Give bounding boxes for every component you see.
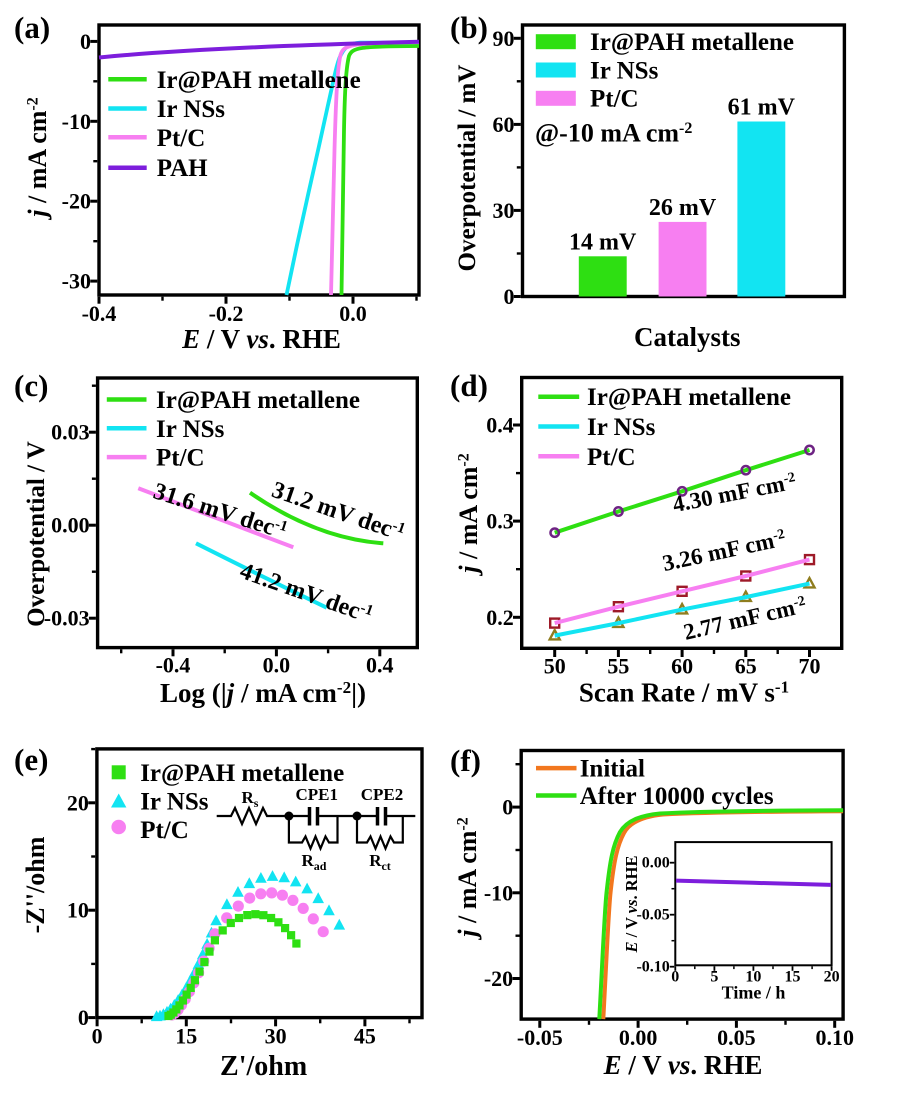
svg-text:0.00: 0.00 [51, 513, 90, 538]
svg-text:0.2: 0.2 [486, 605, 514, 630]
svg-text:0.4: 0.4 [486, 413, 514, 438]
svg-text:Initial: Initial [580, 756, 645, 783]
svg-text:Pt/C: Pt/C [140, 817, 189, 844]
svg-text:-0.4: -0.4 [156, 653, 191, 678]
svg-text:10: 10 [745, 969, 761, 986]
svg-text:-Z''/ohm: -Z''/ohm [21, 836, 50, 933]
svg-text:15: 15 [175, 1024, 197, 1049]
svg-text:E / V vs. RHE: E / V vs. RHE [622, 855, 641, 953]
svg-text:70: 70 [799, 653, 821, 678]
svg-text:-20: -20 [484, 966, 513, 991]
svg-text:61 mV: 61 mV [728, 95, 796, 121]
svg-text:0.03: 0.03 [51, 420, 90, 445]
svg-text:(e): (e) [14, 742, 48, 777]
svg-text:Z'/ohm: Z'/ohm [220, 1051, 307, 1082]
svg-text:j / mA cm-2: j / mA cm-2 [454, 453, 483, 576]
svg-text:0: 0 [502, 795, 513, 820]
svg-text:E / V vs. RHE: E / V vs. RHE [603, 1050, 763, 1080]
svg-text:Ir@PAH metallene: Ir@PAH metallene [587, 384, 791, 411]
svg-text:10: 10 [67, 898, 89, 923]
svg-text:-10: -10 [62, 109, 91, 134]
svg-text:0.00: 0.00 [642, 855, 670, 872]
svg-text:-0.05: -0.05 [517, 1025, 563, 1050]
svg-text:CPE1: CPE1 [295, 785, 338, 804]
svg-text:Log (|j / mA cm-2|): Log (|j / mA cm-2|) [160, 678, 366, 708]
svg-text:55: 55 [607, 653, 629, 678]
svg-text:Overpotential / mV: Overpotential / mV [454, 65, 481, 272]
svg-text:(b): (b) [450, 10, 488, 45]
svg-text:0.0: 0.0 [339, 301, 367, 326]
svg-text:30: 30 [493, 198, 515, 223]
svg-text:26 mV: 26 mV [649, 195, 717, 221]
svg-text:j / mA cm-2: j / mA cm-2 [23, 97, 52, 220]
svg-text:5: 5 [710, 969, 718, 986]
svg-text:Pt/C: Pt/C [156, 445, 205, 472]
svg-text:60: 60 [493, 112, 515, 137]
svg-text:Ir NSs: Ir NSs [156, 416, 225, 443]
svg-text:After 10000 cycles: After 10000 cycles [580, 783, 774, 810]
svg-text:-20: -20 [62, 189, 91, 214]
svg-text:(a): (a) [14, 10, 50, 45]
svg-text:0.00: 0.00 [619, 1025, 658, 1050]
svg-text:30: 30 [265, 1024, 287, 1049]
svg-text:Ir@PAH metallene: Ir@PAH metallene [156, 387, 360, 414]
svg-text:0.0: 0.0 [263, 653, 291, 678]
svg-text:Catalysts: Catalysts [634, 322, 741, 352]
svg-text:Pt/C: Pt/C [157, 125, 206, 152]
svg-text:-0.4: -0.4 [82, 301, 117, 326]
svg-text:15: 15 [785, 969, 801, 986]
svg-text:0: 0 [80, 29, 91, 54]
svg-text:Ir@PAH metallene: Ir@PAH metallene [590, 29, 794, 56]
svg-text:Ir@PAH metallene: Ir@PAH metallene [140, 760, 344, 787]
svg-text:0.10: 0.10 [815, 1025, 854, 1050]
svg-text:-0.05: -0.05 [636, 907, 669, 924]
svg-text:45: 45 [354, 1024, 376, 1049]
svg-text:20: 20 [67, 790, 89, 815]
svg-text:50: 50 [544, 653, 566, 678]
svg-text:@-10 mA cm-2: @-10 mA cm-2 [535, 119, 692, 148]
svg-text:Ir@PAH metallene: Ir@PAH metallene [157, 67, 361, 94]
svg-text:65: 65 [735, 653, 757, 678]
svg-text:(c): (c) [14, 368, 48, 403]
svg-text:PAH: PAH [157, 155, 208, 182]
svg-text:0: 0 [671, 969, 679, 986]
svg-text:(f): (f) [450, 743, 481, 778]
svg-text:0: 0 [78, 1005, 89, 1030]
svg-text:90: 90 [493, 26, 515, 51]
svg-text:-0.03: -0.03 [44, 606, 90, 631]
svg-text:Ir NSs: Ir NSs [157, 96, 226, 123]
svg-text:Ir NSs: Ir NSs [140, 788, 209, 815]
svg-text:14 mV: 14 mV [569, 229, 637, 255]
svg-text:20: 20 [824, 969, 840, 986]
svg-text:-0.2: -0.2 [209, 301, 244, 326]
svg-text:Ir NSs: Ir NSs [590, 57, 659, 84]
svg-text:-10: -10 [484, 880, 513, 905]
svg-text:E / V vs. RHE: E / V vs. RHE [181, 324, 341, 354]
svg-text:60: 60 [671, 653, 693, 678]
svg-text:Pt/C: Pt/C [587, 444, 636, 471]
svg-text:(d): (d) [450, 368, 488, 403]
svg-text:j / mA cm-2: j / mA cm-2 [453, 817, 482, 940]
svg-text:0.05: 0.05 [717, 1025, 756, 1050]
svg-text:Overpotential / V: Overpotential / V [23, 441, 50, 627]
svg-text:Pt/C: Pt/C [590, 86, 639, 113]
svg-text:0.4: 0.4 [366, 653, 394, 678]
svg-text:0: 0 [504, 284, 515, 309]
svg-text:Time / h: Time / h [722, 983, 786, 1003]
svg-text:0.3: 0.3 [486, 509, 514, 534]
svg-text:CPE2: CPE2 [361, 785, 404, 804]
svg-text:-30: -30 [62, 269, 91, 294]
svg-text:Scan Rate / mV s-1: Scan Rate / mV s-1 [579, 678, 789, 708]
svg-text:Ir NSs: Ir NSs [587, 414, 656, 441]
svg-text:-0.10: -0.10 [636, 958, 669, 975]
svg-text:0: 0 [92, 1024, 103, 1049]
